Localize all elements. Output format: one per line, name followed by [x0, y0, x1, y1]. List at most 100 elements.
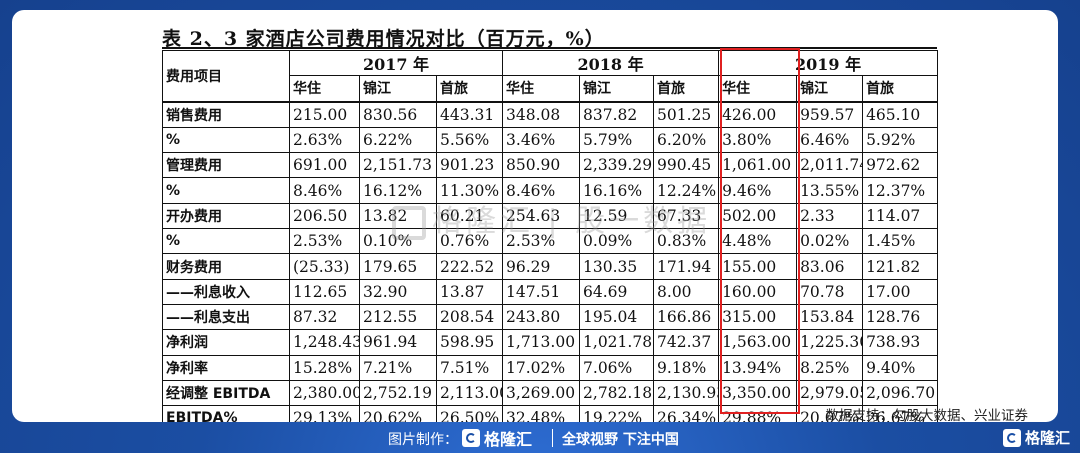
table-cell: 70.78 [796, 278, 864, 305]
row-label: 销售费用 [162, 100, 290, 128]
table-cell: 443.31 [435, 100, 504, 128]
table-cell: 3.46% [502, 126, 581, 154]
table-cell: 5.79% [579, 126, 655, 154]
table-cell: 254.63 [502, 202, 581, 230]
header-company: 华住 [289, 75, 360, 103]
table-cell: 15.28% [289, 354, 360, 381]
table-cell: 972.62 [862, 152, 939, 179]
table-cell: 2,096.70 [862, 379, 939, 407]
footer-slogan: 全球视野 下注中国 [562, 432, 679, 448]
watermark: 格隆汇 | 股一数据 [392, 196, 711, 240]
table-cell: 13.55% [796, 177, 864, 204]
table-cell: 12.59 [579, 202, 655, 230]
table-cell: 243.80 [502, 303, 581, 331]
table-cell: 2,752.19 [359, 379, 437, 407]
table-row: 销售费用 215.00 830.56 443.31 348.08 837.82 501.25… [162, 100, 939, 128]
table-cell: 2,151.73 [359, 152, 437, 179]
table-cell: 206.50 [289, 202, 360, 230]
watermark-text: 格隆汇 | 股一数据 [432, 204, 712, 239]
table-cell: 179.65 [359, 253, 437, 280]
table-cell: 2.33 [796, 202, 864, 230]
header-company: 首旅 [653, 75, 720, 103]
row-label: 管理费用 [162, 152, 290, 179]
table-cell: 32.48% [502, 405, 581, 422]
table-cell: 0.76% [435, 228, 504, 255]
table-row: % 2.53% 0.10% 0.76% 2.53% 0.09% 0.83% 4.48% 0.02… [162, 228, 939, 255]
footer-logo: 格隆汇 [462, 426, 532, 450]
table-row: EBITDA% 29.13% 20.62% 26.50% 32.48% 19.22% 26.… [162, 405, 939, 422]
table-cell: 959.57 [796, 100, 864, 128]
data-source-note: 数据支持：勾股大数据、兴业证券 [825, 408, 1029, 422]
table-row: 财务费用 (25.33) 179.65 222.52 96.29 130.35 171.94… [162, 253, 939, 280]
table-row: ——利息支出 87.32 212.55 208.54 243.80 195.04 166.8… [162, 303, 939, 331]
expense-comparison-table: 费用项目 2017 年 2018 年 2019 年 华住 锦江 首旅 华住 锦江 首旅 华住… [162, 49, 939, 422]
table-row: 管理费用 691.00 2,151.73 901.23 850.90 2,339.29 99… [162, 152, 939, 179]
row-label: 开办费用 [162, 202, 290, 230]
table-cell: 1,021.78 [579, 329, 655, 356]
table-row: % 8.46% 16.12% 11.30% 8.46% 16.16% 12.24% 9.46%… [162, 177, 939, 204]
table-cell: 128.76 [862, 303, 939, 331]
table-cell: 26.67% [862, 405, 939, 422]
table-cell: 9.40% [862, 354, 939, 381]
table-cell: 1,248.43 [289, 329, 360, 356]
table-cell: 0.02% [796, 228, 864, 255]
watermark-logo-icon [392, 205, 426, 240]
table-cell: 830.56 [359, 100, 437, 128]
header-year-2018: 2018 年 [502, 49, 720, 77]
table-cell: 17.00 [862, 278, 939, 305]
table-cell: 147.51 [502, 278, 581, 305]
footer-bar: 图片制作： 格隆汇 全球视野 下注中国 格隆汇 [0, 425, 1080, 453]
table-cell: 5.92% [862, 126, 939, 154]
header-company: 首旅 [862, 75, 939, 103]
table-cell: 12.37% [862, 177, 939, 204]
table-cell: 20.07% [796, 405, 864, 422]
table-cell: 837.82 [579, 100, 655, 128]
table-cell: 961.94 [359, 329, 437, 356]
table-cell: 20.62% [359, 405, 437, 422]
table-row: ——利息收入 112.65 32.90 13.87 147.51 64.69 8.00 160… [162, 278, 939, 305]
table-cell: (25.33) [289, 253, 360, 280]
table-cell: 3,269.00 [502, 379, 581, 407]
table-cell: 465.10 [862, 100, 939, 128]
table-cell: 83.06 [796, 253, 864, 280]
header-company: 首旅 [435, 75, 504, 103]
row-label: % [162, 177, 290, 204]
table-cell: 0.09% [579, 228, 655, 255]
table-cell: 2.53% [289, 228, 360, 255]
table-cell: 153.84 [796, 303, 864, 331]
table-cell: 11.30% [435, 177, 504, 204]
table-cell: 29.13% [289, 405, 360, 422]
table-card: 表 2、3 家酒店公司费用情况对比（百万元，%） 费用项目 2017 年 201… [12, 10, 1058, 422]
table-cell: 60.21 [435, 202, 504, 230]
table-cell: 96.29 [502, 253, 581, 280]
table-cell: 9.18% [653, 354, 720, 381]
table-cell: 17.02% [502, 354, 581, 381]
table-cell: 67.33 [653, 202, 720, 230]
table-cell: 2,782.18 [579, 379, 655, 407]
corner-logo-text: 格隆汇 [1024, 429, 1070, 447]
gelonghui-logo-icon [462, 429, 480, 447]
header-company: 锦江 [579, 75, 655, 103]
corner-logo: 格隆汇 [1002, 427, 1070, 448]
table-cell: 315.00 [718, 303, 798, 331]
table-cell: 502.00 [718, 202, 798, 230]
footer-label: 图片制作： [388, 432, 458, 448]
table-cell: 348.08 [502, 100, 581, 128]
table-cell: 32.90 [359, 278, 437, 305]
table-cell: 222.52 [435, 253, 504, 280]
table-cell: 64.69 [579, 278, 655, 305]
table-top-rule [162, 47, 937, 49]
table-cell: 9.46% [718, 177, 798, 204]
table-cell: 2,380.00 [289, 379, 360, 407]
table-cell: 7.06% [579, 354, 655, 381]
table-cell: 6.22% [359, 126, 437, 154]
row-label: EBITDA% [162, 405, 290, 422]
row-label: ——利息收入 [162, 278, 290, 305]
table-cell: 2,979.05 [796, 379, 864, 407]
row-label: 财务费用 [162, 253, 290, 280]
table-cell: 7.51% [435, 354, 504, 381]
table-cell: 16.12% [359, 177, 437, 204]
header-year-2019: 2019 年 [718, 49, 939, 77]
table-cell: 195.04 [579, 303, 655, 331]
table-cell: 0.83% [653, 228, 720, 255]
